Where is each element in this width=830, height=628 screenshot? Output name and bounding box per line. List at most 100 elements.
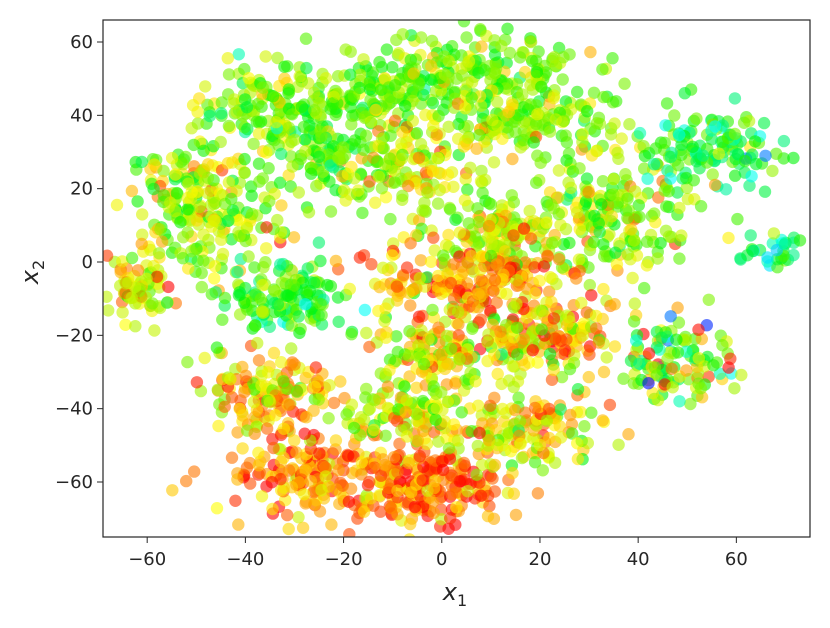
scatter-point <box>416 474 429 487</box>
scatter-point <box>136 208 149 221</box>
scatter-point <box>560 154 573 167</box>
scatter-point <box>481 489 495 503</box>
scatter-point <box>197 254 210 267</box>
scatter-point <box>383 152 397 165</box>
scatter-point <box>260 422 274 435</box>
scatter-point <box>368 393 381 407</box>
y-tick-label: 0 <box>82 252 93 273</box>
scatter-point <box>472 215 486 229</box>
scatter-point <box>271 213 284 227</box>
scatter-point <box>311 544 323 556</box>
scatter-point <box>452 318 465 331</box>
scatter-point <box>585 406 598 419</box>
scatter-point <box>396 189 409 202</box>
scatter-point <box>547 89 561 102</box>
scatter-point <box>442 120 455 133</box>
scatter-point <box>308 104 321 117</box>
scatter-point <box>579 195 593 208</box>
x-axis-ticks: −60 −40 −20 0 20 40 60 <box>128 537 748 570</box>
scatter-point <box>501 22 514 35</box>
scatter-point <box>486 472 499 485</box>
scatter-point <box>565 427 579 440</box>
scatter-point <box>314 298 327 311</box>
scatter-point <box>185 245 198 258</box>
scatter-point <box>628 297 641 310</box>
scatter-point <box>606 52 619 65</box>
scatter-point <box>165 151 179 165</box>
scatter-point <box>381 380 395 393</box>
scatter-point <box>546 236 559 250</box>
scatter-point <box>199 80 212 93</box>
scatter-point <box>302 206 316 219</box>
scatter-point <box>621 192 634 205</box>
scatter-point <box>359 391 372 404</box>
scatter-point <box>534 304 547 317</box>
scatter-point <box>263 195 276 208</box>
scatter-point <box>761 251 774 264</box>
scatter-point <box>542 402 556 416</box>
scatter-point <box>509 508 523 522</box>
scatter-point <box>647 158 661 171</box>
scatter-point <box>379 429 392 442</box>
scatter-point <box>188 465 201 478</box>
scatter-point <box>675 229 688 242</box>
scatter-point <box>638 149 652 163</box>
scatter-point <box>506 152 519 166</box>
scatter-point <box>273 176 287 189</box>
scatter-point <box>390 280 404 293</box>
scatter-point <box>664 150 677 164</box>
scatter-point <box>298 133 312 146</box>
scatter-point <box>544 271 557 284</box>
scatter-point <box>512 109 525 122</box>
scatter-point <box>475 458 489 472</box>
scatter-point <box>638 162 651 175</box>
scatter-point <box>587 86 601 100</box>
scatter-point <box>582 370 595 384</box>
scatter-point <box>668 109 681 122</box>
scatter-point <box>212 419 225 433</box>
scatter-point <box>298 427 311 440</box>
scatter-point <box>403 325 416 338</box>
scatter-point <box>417 88 430 102</box>
scatter-point <box>404 517 417 531</box>
scatter-point <box>432 435 445 448</box>
scatter-point <box>278 60 291 73</box>
y-axis-ticks: −60 −40 −20 0 20 40 60 <box>55 32 103 493</box>
scatter-point <box>221 157 235 170</box>
scatter-point <box>413 272 426 285</box>
scatter-point <box>678 87 691 100</box>
scatter-point <box>660 97 674 110</box>
scatter-point <box>452 117 465 131</box>
scatter-point <box>524 232 538 245</box>
scatter-point <box>520 269 534 282</box>
scatter-point <box>379 368 392 381</box>
scatter-point <box>464 161 477 174</box>
scatter-point <box>495 377 508 391</box>
scatter-point <box>236 442 249 455</box>
scatter-point <box>407 67 420 80</box>
scatter-point <box>545 373 559 386</box>
scatter-point <box>641 172 654 185</box>
scatter-point <box>378 314 391 328</box>
scatter-point <box>541 249 554 262</box>
y-tick-label: −40 <box>55 399 93 420</box>
scatter-point <box>260 242 273 255</box>
scatter-point <box>558 344 572 357</box>
scatter-point <box>380 43 393 56</box>
scatter-point <box>181 355 194 369</box>
scatter-point <box>560 333 573 346</box>
scatter-point <box>607 188 620 201</box>
scatter-point <box>543 431 556 445</box>
scatter-point <box>486 113 499 127</box>
scatter-point <box>300 61 313 75</box>
scatter-point <box>422 332 435 346</box>
scatter-point <box>476 250 489 263</box>
scatter-point <box>398 380 411 393</box>
scatter-point <box>299 298 312 311</box>
scatter-point <box>240 461 254 474</box>
scatter-point <box>573 223 586 236</box>
scatter-point <box>103 290 113 303</box>
scatter-point <box>444 203 457 216</box>
scatter-point <box>242 72 255 85</box>
